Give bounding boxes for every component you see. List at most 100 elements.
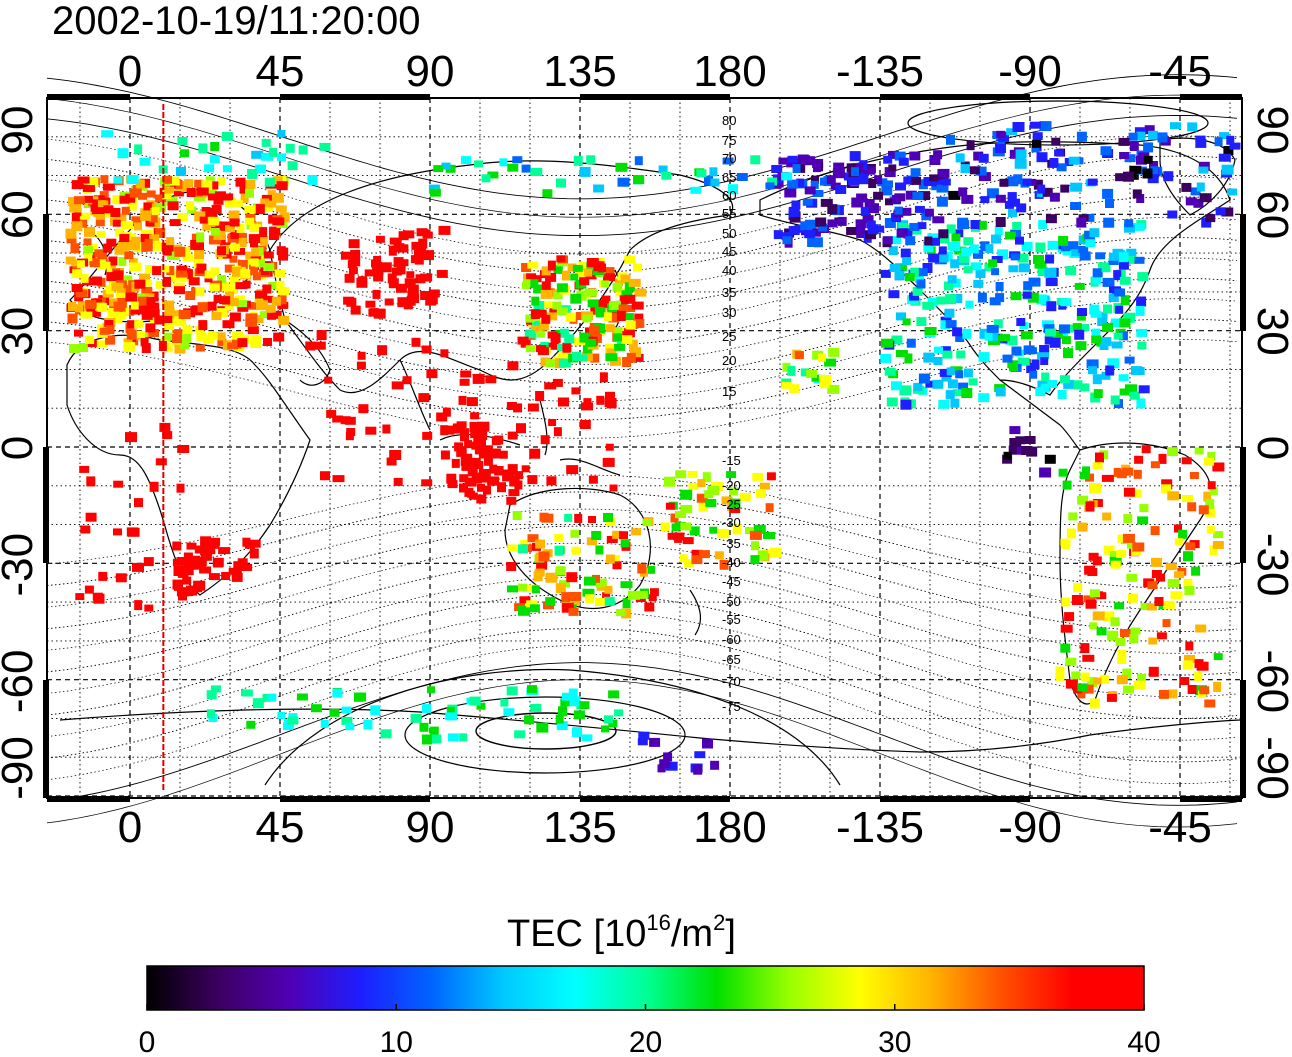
- tec-cell: [228, 286, 238, 294]
- tec-cell: [1077, 308, 1087, 316]
- tec-cell: [1089, 228, 1100, 238]
- magnetic-contour: [46, 628, 1238, 763]
- tec-cell: [800, 368, 809, 377]
- tec-cell: [918, 179, 928, 190]
- tec-cell: [1010, 253, 1020, 261]
- tec-cell: [251, 248, 260, 257]
- tec-cell: [1191, 566, 1201, 576]
- tec-cell: [1037, 352, 1049, 360]
- tec-cell: [1077, 683, 1088, 692]
- x-tick-label-bottom: 135: [543, 803, 616, 852]
- tec-cell: [1090, 310, 1102, 318]
- tec-cell: [221, 572, 231, 580]
- tec-cell: [966, 140, 975, 151]
- tec-cell: [929, 155, 941, 165]
- tec-cell: [262, 693, 271, 702]
- tec-cell: [427, 686, 435, 694]
- tec-cell: [477, 436, 486, 447]
- tec-cell: [229, 243, 240, 252]
- tec-cell: [548, 419, 557, 426]
- tec-cell: [1029, 121, 1041, 129]
- tec-cell: [579, 701, 590, 710]
- tec-cell: [140, 213, 152, 221]
- tec-cell: [145, 219, 155, 227]
- tec-cell: [888, 164, 897, 172]
- tec-cell: [420, 273, 433, 282]
- tec-cell: [463, 460, 473, 471]
- tec-cell: [172, 558, 183, 566]
- tec-cell: [1107, 630, 1119, 641]
- contour-label: -60: [722, 632, 741, 647]
- tec-cell: [1016, 318, 1026, 326]
- tec-cell: [1207, 481, 1216, 490]
- tec-cell: [1123, 487, 1135, 497]
- tec-cell: [1187, 502, 1197, 512]
- tec-cell: [579, 332, 591, 343]
- magnetic-contour: [46, 491, 1238, 589]
- tec-cell: [72, 269, 83, 279]
- tec-cell: [316, 330, 327, 341]
- tec-cell: [272, 217, 285, 226]
- tec-cell: [143, 279, 152, 287]
- tec-cell: [882, 236, 893, 245]
- tec-cell: [141, 343, 151, 354]
- tec-cell: [1146, 603, 1157, 611]
- tec-cell: [271, 192, 284, 203]
- tec-cell: [217, 177, 226, 186]
- tec-cell: [625, 320, 636, 330]
- tec-cell: [585, 594, 595, 604]
- tec-cell: [612, 561, 622, 570]
- tec-cell: [163, 175, 172, 184]
- tec-cell: [380, 729, 392, 739]
- tec-cell: [332, 415, 344, 423]
- tec-cell: [418, 243, 426, 253]
- tec-cell: [910, 176, 921, 185]
- tec-cell: [1087, 568, 1098, 576]
- tec-cell: [329, 708, 340, 717]
- tec-cell: [884, 167, 896, 178]
- tec-cell: [396, 265, 406, 275]
- tec-cell: [540, 357, 551, 367]
- tec-cell: [373, 271, 384, 282]
- tec-cell: [1044, 454, 1056, 464]
- tec-cell: [889, 264, 901, 272]
- tec-cell: [499, 450, 508, 459]
- tec-cell: [819, 378, 829, 387]
- tec-cell: [162, 300, 175, 310]
- tec-cell: [1105, 365, 1115, 376]
- tec-cell: [566, 465, 579, 475]
- tec-cell: [99, 327, 110, 335]
- tec-cell: [1087, 178, 1098, 186]
- tec-cell: [1124, 255, 1137, 264]
- tec-cell: [112, 219, 121, 227]
- tec-cell: [219, 296, 231, 305]
- tec-cell: [991, 234, 1001, 244]
- tec-cell: [176, 265, 188, 275]
- tec-cell: [65, 228, 77, 239]
- tec-cell: [934, 346, 943, 354]
- tec-cell: [576, 354, 588, 362]
- tec-cell: [803, 156, 816, 166]
- tec-cell: [1023, 281, 1033, 291]
- tec-cell: [213, 560, 224, 568]
- tec-cell: [1068, 512, 1078, 521]
- tec-cell: [997, 249, 1009, 260]
- tec-cell: [1071, 671, 1081, 680]
- south-pole-contour: [404, 696, 686, 774]
- tec-cell: [161, 343, 173, 353]
- tec-cell: [1073, 583, 1083, 593]
- tec-cell: [545, 272, 557, 282]
- tec-cell: [933, 150, 943, 160]
- tec-cell: [115, 228, 124, 237]
- tec-cell: [1061, 597, 1071, 607]
- tec-cell: [440, 349, 449, 358]
- tec-cell: [932, 179, 943, 187]
- tec-cell: [1185, 197, 1197, 206]
- tec-cell: [459, 733, 468, 742]
- tec-cell: [155, 458, 167, 466]
- tec-cell: [1073, 380, 1083, 390]
- tec-cell: [797, 162, 806, 173]
- tec-cell: [950, 398, 960, 408]
- tec-cell: [547, 260, 556, 271]
- tec-cell: [903, 228, 913, 239]
